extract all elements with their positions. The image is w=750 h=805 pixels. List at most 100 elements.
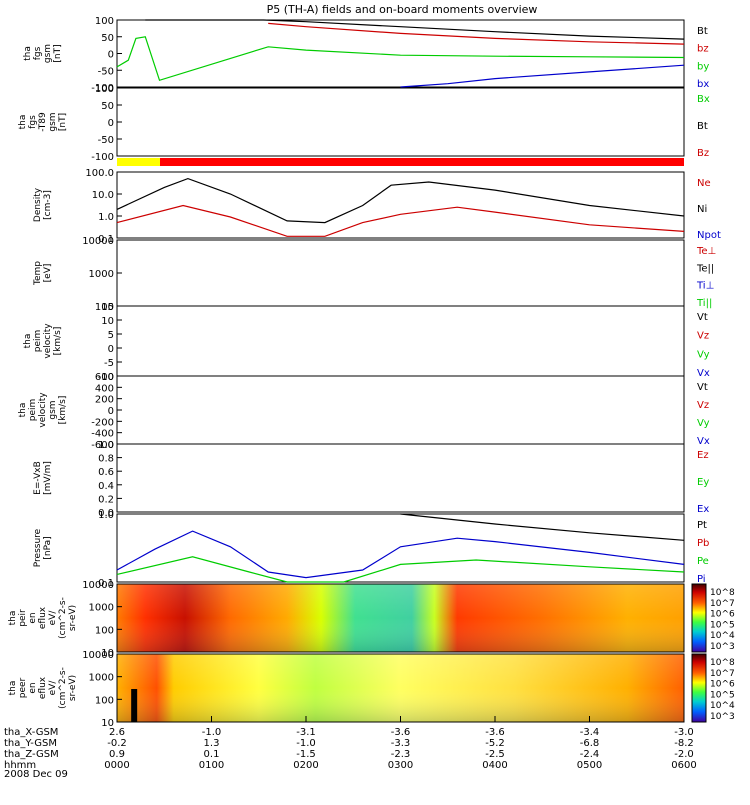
legend-entry: Pb bbox=[697, 538, 709, 549]
series-bx bbox=[400, 64, 685, 88]
colorbar-tick-label: 10^5 bbox=[710, 620, 735, 630]
colorbar-tick-label: 10^3 bbox=[710, 642, 735, 652]
time-axis-value: -1.0 bbox=[202, 727, 222, 738]
time-axis-value: -3.1 bbox=[296, 727, 316, 738]
legend-entry: Ez bbox=[697, 450, 709, 461]
y-tick-label: 10000 bbox=[82, 580, 114, 591]
time-axis-value: -3.6 bbox=[391, 727, 411, 738]
y-tick-label: 0 bbox=[108, 344, 114, 355]
time-axis-value: 0100 bbox=[199, 760, 224, 771]
y-axis-label: peim bbox=[33, 330, 43, 353]
y-tick-label: -200 bbox=[91, 417, 114, 428]
y-tick-label: -5 bbox=[104, 358, 114, 369]
y-tick-label: 0.1 bbox=[98, 578, 114, 589]
series-bt bbox=[145, 19, 685, 40]
y-tick-label: 100 bbox=[95, 16, 114, 27]
y-tick-label: 10 bbox=[101, 316, 114, 327]
legend-entry: Npot bbox=[697, 230, 721, 241]
series-ni bbox=[116, 177, 685, 224]
colorbar-tick-label: 10^4 bbox=[710, 631, 735, 641]
time-axis-value: 0.1 bbox=[204, 749, 220, 760]
time-axis-value: -0.2 bbox=[107, 738, 127, 749]
y-axis-label: eV/ bbox=[48, 680, 58, 696]
legend-entry: Ni bbox=[697, 204, 707, 215]
panel-frame bbox=[116, 443, 685, 513]
y-tick-label: 400 bbox=[95, 383, 114, 394]
y-tick-label: 50 bbox=[101, 101, 114, 112]
time-axis-row-label: tha_X-GSM bbox=[4, 727, 58, 738]
panel-9: 10^810^710^610^510^410^3 10000 1000 100 10 th… bbox=[8, 580, 735, 659]
y-tick-label: 10 bbox=[101, 718, 114, 729]
legend-entry: Bz bbox=[697, 148, 709, 159]
series-by bbox=[116, 36, 685, 82]
y-tick-label: 0.6 bbox=[98, 467, 114, 478]
legend-entry: Bt bbox=[697, 26, 708, 37]
y-tick-label: -10 bbox=[98, 372, 114, 383]
panel-7: 1.0 0.8 0.6 0.4 0.2 0.0 E=-VxB [mV/m] Ez Ey Ex bbox=[33, 440, 709, 519]
colorbar-tick-label: 10^6 bbox=[710, 610, 735, 620]
time-axis-value: 0.9 bbox=[109, 749, 125, 760]
y-tick-label: 1.0 bbox=[98, 212, 114, 223]
colorbar-tick-label: 10^8 bbox=[710, 658, 735, 668]
time-axis-row-label: tha_Z-GSM bbox=[4, 749, 59, 760]
panel-frame bbox=[116, 19, 685, 88]
time-axis-value: -8.2 bbox=[674, 738, 694, 749]
y-tick-label: 0 bbox=[108, 118, 114, 129]
y-axis-label: fgs bbox=[28, 115, 38, 129]
y-axis-label: tha bbox=[8, 681, 18, 696]
colorbar-tick-label: 10^6 bbox=[710, 680, 735, 690]
time-axis-value: -2.3 bbox=[391, 749, 411, 760]
series-ne bbox=[116, 204, 685, 237]
panel-frame bbox=[116, 87, 685, 157]
y-tick-label: 600 bbox=[95, 372, 114, 383]
legend-entry: Ne bbox=[697, 178, 711, 189]
y-axis-label: [cm-3] bbox=[43, 190, 53, 220]
y-tick-label: 15 bbox=[101, 302, 114, 313]
legend-entry: Pt bbox=[697, 520, 707, 531]
time-axis-value: 0200 bbox=[293, 760, 318, 771]
series-pe bbox=[116, 556, 685, 583]
y-tick-label: 0 bbox=[108, 50, 114, 61]
y-axis-label: Density bbox=[33, 187, 43, 222]
y-axis-label: [km/s] bbox=[53, 327, 63, 356]
y-tick-label: 100 bbox=[95, 695, 114, 706]
panel-frame bbox=[116, 513, 685, 583]
y-tick-label: 100 bbox=[95, 84, 114, 95]
spectrogram-shading bbox=[117, 584, 684, 652]
colorbar-tick-label: 10^4 bbox=[710, 701, 735, 711]
time-axis-value: 0500 bbox=[577, 760, 602, 771]
legend-entry: Vx bbox=[697, 436, 710, 447]
y-axis-label: (cm^2-s- bbox=[58, 667, 68, 709]
y-axis-label: [km/s] bbox=[58, 396, 68, 425]
time-axis-value: -1.5 bbox=[296, 749, 316, 760]
y-tick-label: 10000 bbox=[82, 650, 114, 661]
panel-frame bbox=[116, 583, 685, 653]
time-axis-value: 0300 bbox=[388, 760, 413, 771]
panel-frame bbox=[116, 171, 685, 239]
y-tick-label: 0.8 bbox=[98, 454, 114, 465]
y-tick-label: -600 bbox=[91, 440, 114, 451]
y-tick-label: 5 bbox=[108, 330, 114, 341]
y-axis-label: tha bbox=[23, 334, 33, 349]
y-axis-label: tha bbox=[18, 115, 28, 130]
y-tick-label: 1000 bbox=[89, 269, 114, 280]
series-pi bbox=[116, 530, 685, 579]
y-tick-label: 1.0 bbox=[98, 510, 114, 521]
y-tick-label: 0.0 bbox=[98, 508, 114, 519]
panel-frame bbox=[116, 305, 685, 377]
y-axis-label: [mV/m] bbox=[43, 461, 53, 495]
y-axis-label: en bbox=[28, 682, 38, 693]
legend-entry: Bx bbox=[697, 94, 710, 105]
time-axis-value: 0400 bbox=[482, 760, 507, 771]
y-axis-label: E=-VxB bbox=[33, 461, 43, 495]
colorbar-tick-label: 10^7 bbox=[710, 669, 735, 679]
legend-entry: bx bbox=[697, 79, 709, 90]
series-bz bbox=[268, 22, 685, 45]
y-axis-label: en bbox=[28, 612, 38, 623]
y-tick-label: 100 bbox=[95, 625, 114, 636]
y-tick-label: 0 bbox=[108, 406, 114, 417]
y-axis-label: peim bbox=[28, 399, 38, 422]
time-axis-value: -5.2 bbox=[485, 738, 505, 749]
